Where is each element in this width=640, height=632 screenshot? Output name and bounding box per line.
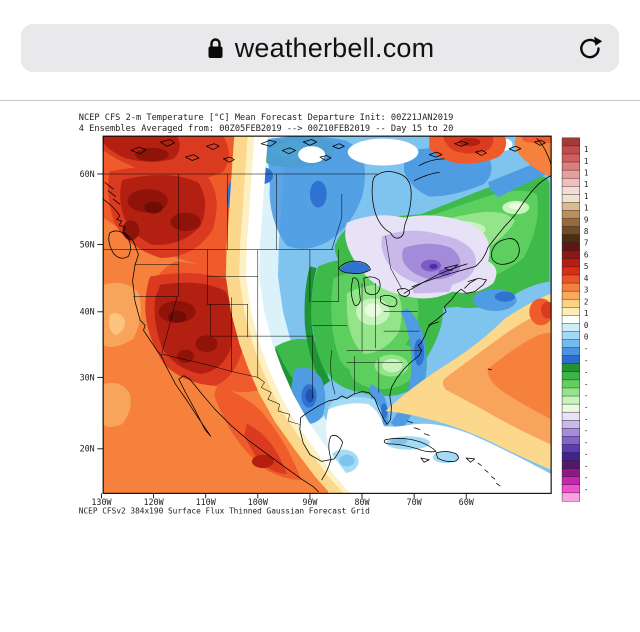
browser-toolbar: weatherbell.com — [0, 0, 640, 101]
refresh-icon[interactable] — [576, 34, 604, 62]
svg-text:9: 9 — [584, 215, 589, 224]
svg-text:1: 1 — [584, 204, 589, 213]
svg-text:-: - — [584, 344, 589, 353]
svg-text:110W: 110W — [196, 497, 217, 507]
svg-text:1: 1 — [584, 168, 589, 177]
webpage-content: NCEP CFS 2-m Temperature [°C] Mean Forec… — [0, 100, 640, 627]
svg-text:5: 5 — [584, 262, 589, 271]
map-title-line2: 4 Ensembles Averaged from: 00Z05FEB2019 … — [79, 124, 454, 134]
svg-text:20N: 20N — [80, 444, 95, 454]
svg-text:1: 1 — [584, 145, 589, 154]
map-frame — [102, 135, 552, 494]
svg-text:1: 1 — [584, 157, 589, 166]
svg-text:-: - — [584, 426, 589, 435]
svg-text:-: - — [584, 438, 589, 447]
svg-text:1: 1 — [584, 180, 589, 189]
svg-text:50N: 50N — [80, 240, 95, 250]
map-borders — [103, 173, 422, 425]
svg-text:0: 0 — [584, 321, 589, 330]
lock-icon — [208, 37, 223, 58]
svg-text:80W: 80W — [354, 497, 370, 507]
map-fill-layers — [103, 136, 552, 494]
map-caption: NCEP CFSv2 384x190 Surface Flux Thinned … — [79, 507, 370, 516]
svg-text:-: - — [584, 391, 589, 400]
svg-text:60N: 60N — [80, 169, 95, 179]
svg-text:40N: 40N — [80, 307, 95, 317]
svg-text:30N: 30N — [80, 372, 95, 382]
svg-text:2: 2 — [584, 297, 589, 306]
latitude-axis: 60N 50N 40N 30N 20N — [80, 169, 104, 454]
svg-text:7: 7 — [584, 239, 589, 248]
svg-text:-: - — [584, 473, 589, 482]
svg-text:-: - — [584, 461, 589, 470]
svg-text:1: 1 — [584, 192, 589, 201]
svg-text:6: 6 — [584, 251, 589, 260]
svg-text:4: 4 — [584, 274, 589, 283]
svg-text:-: - — [584, 485, 589, 494]
svg-text:70W: 70W — [407, 497, 423, 507]
svg-text:90W: 90W — [302, 497, 318, 507]
colorbar-labels: 1 1 1 1 1 1 9 8 7 6 5 4 3 2 1 0 0 - - - - - - - - - - - - - — [584, 145, 589, 494]
colorbar — [561, 137, 580, 502]
longitude-axis: 130W 120W 110W 100W 90W 80W 70W 60W — [91, 493, 475, 507]
svg-text:1: 1 — [584, 309, 589, 318]
svg-text:-: - — [584, 379, 589, 388]
svg-text:60W: 60W — [459, 497, 475, 507]
svg-text:-: - — [584, 368, 589, 377]
svg-text:-: - — [584, 356, 589, 365]
map-coastlines — [103, 138, 552, 493]
svg-text:130W: 130W — [91, 497, 112, 507]
svg-text:0: 0 — [584, 332, 589, 341]
svg-text:3: 3 — [584, 286, 589, 295]
svg-text:-: - — [584, 403, 589, 412]
forecast-map-image: NCEP CFS 2-m Temperature [°C] Mean Forec… — [79, 113, 589, 516]
address-bar[interactable]: weatherbell.com — [21, 24, 619, 72]
svg-text:100W: 100W — [248, 497, 269, 507]
svg-text:120W: 120W — [143, 497, 164, 507]
svg-text:-: - — [584, 450, 589, 459]
svg-text:-: - — [584, 414, 589, 423]
map-title-line1: NCEP CFS 2-m Temperature [°C] Mean Forec… — [79, 113, 454, 123]
url-text[interactable]: weatherbell.com — [234, 32, 435, 63]
svg-text:8: 8 — [584, 227, 589, 236]
